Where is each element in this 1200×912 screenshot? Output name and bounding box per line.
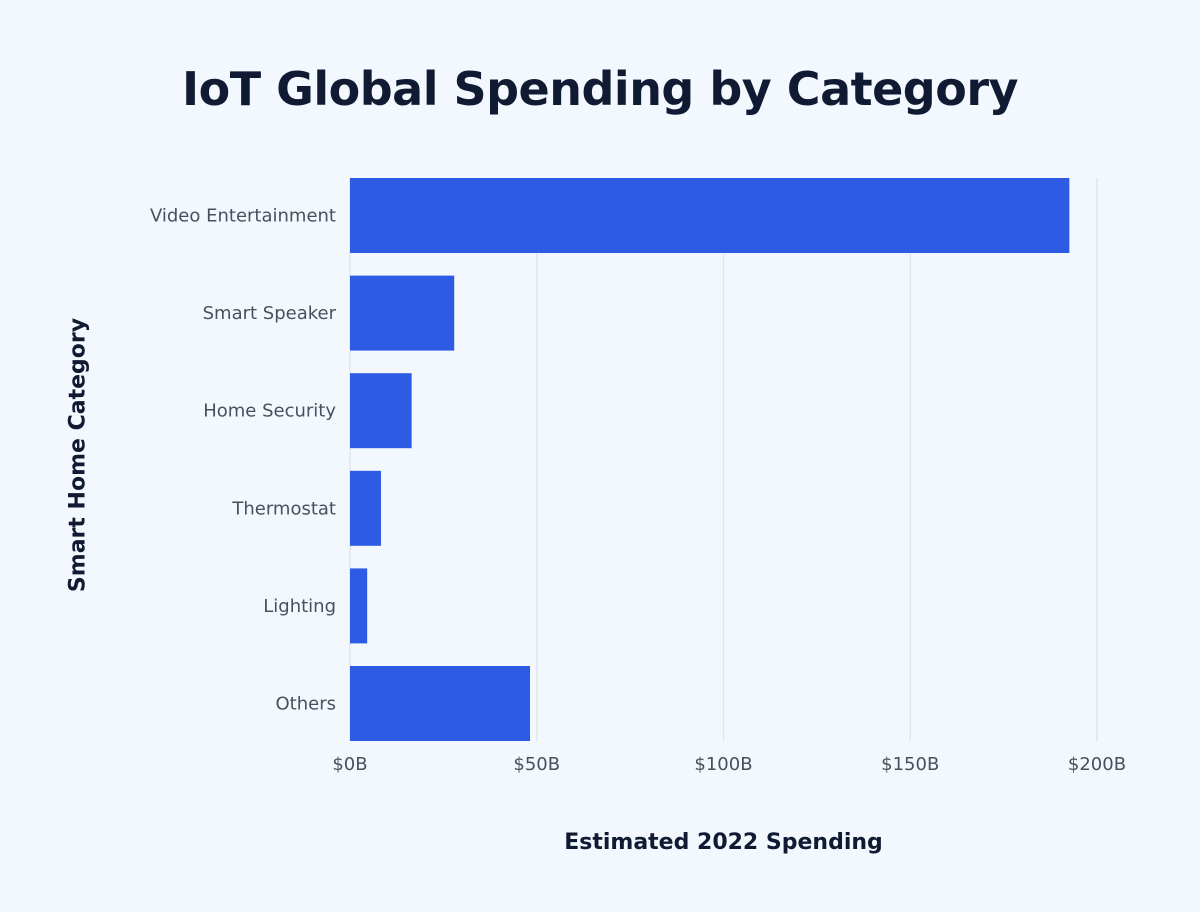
x-tick-label: $100B (694, 754, 752, 775)
x-tick-label: $150B (881, 754, 939, 775)
bar-thermostat (350, 470, 382, 546)
x-tick-label: $200B (1068, 754, 1126, 775)
chart-title: IoT Global Spending by Category (182, 62, 1019, 116)
y-tick-label: Home Security (203, 401, 336, 422)
x-tick-label: $50B (513, 754, 560, 775)
x-tick-label: $0B (332, 754, 367, 775)
x-axis-label: Estimated 2022 Spending (564, 830, 883, 855)
y-tick-label: Smart Speaker (203, 303, 337, 324)
y-tick-label: Lighting (263, 596, 336, 617)
bar-smart-speaker (350, 275, 455, 351)
y-tick-label: Video Entertainment (150, 206, 336, 227)
y-tick-label: Thermostat (231, 498, 336, 519)
bar-others (350, 666, 531, 741)
bar-video-entertainment (350, 178, 1070, 253)
bar-home-security (350, 373, 412, 449)
y-tick-label: Others (276, 694, 337, 715)
bar-lighting (350, 568, 368, 644)
